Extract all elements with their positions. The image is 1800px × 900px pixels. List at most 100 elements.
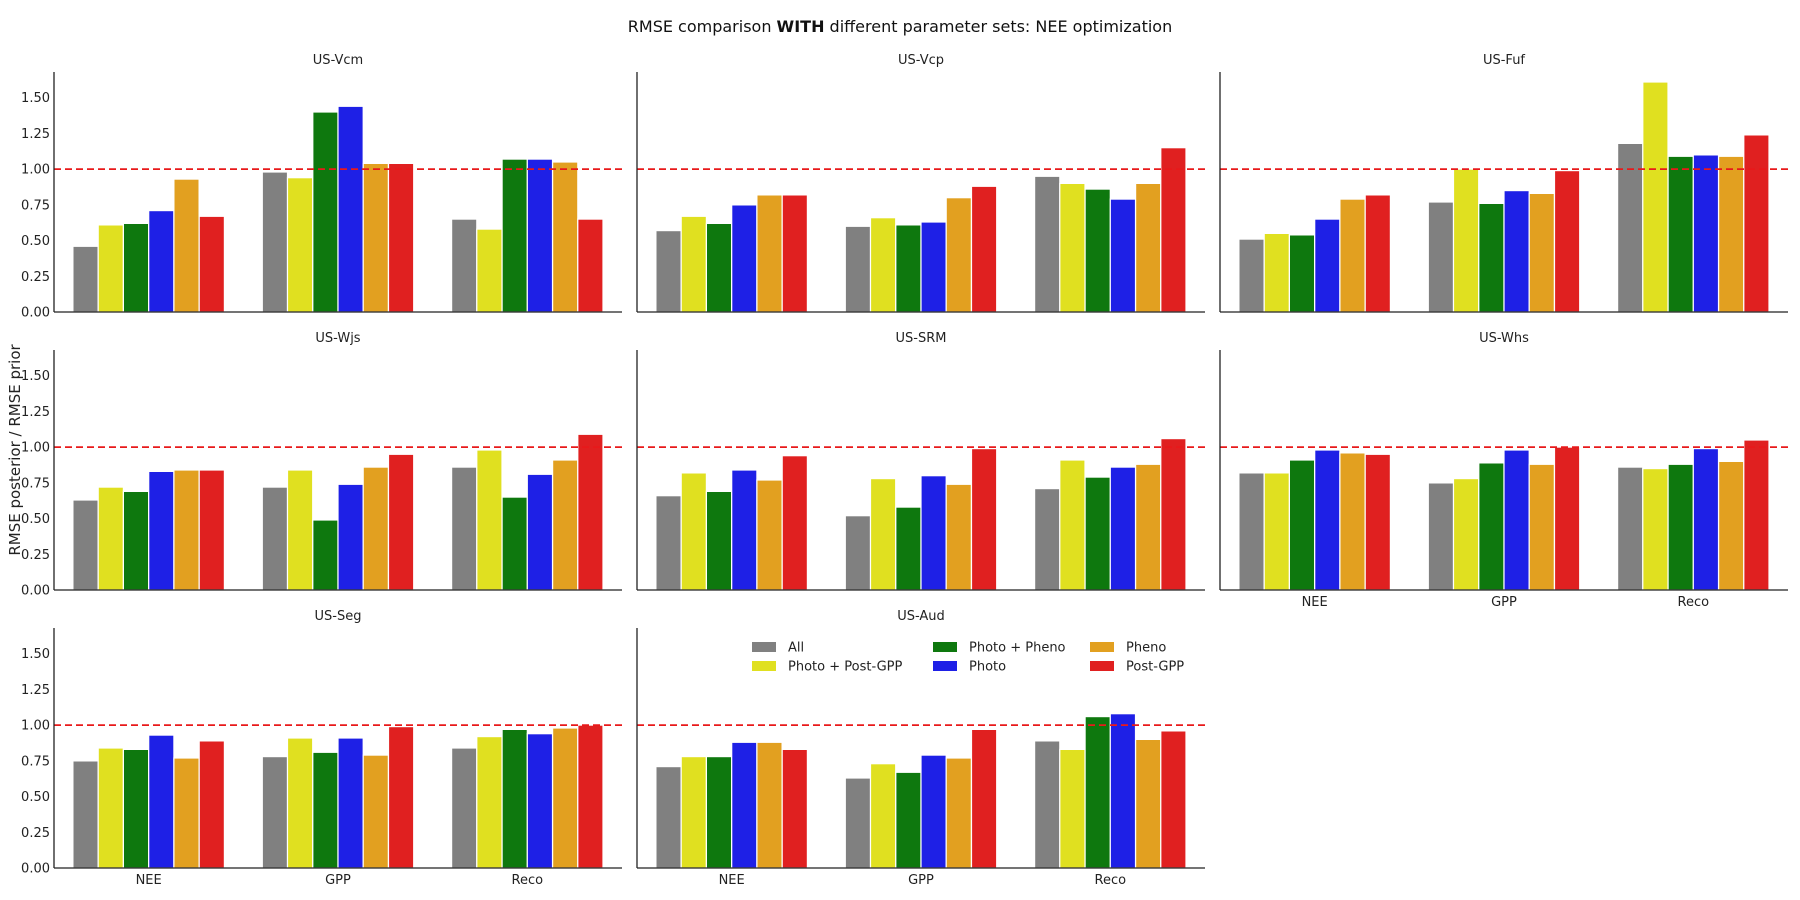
panel-us-wjs: US-Wjs 0.00 0.25 0.50 0.75 1.00 1.25 1.50 [21,331,622,599]
y-tick-label: 1.50 [21,647,50,662]
bar-us-vcp-reco-photo-post-gpp [1059,182,1086,313]
panel-us-vcm: US-Vcm 0.00 0.25 0.50 0.75 1.00 1.25 1.50 [21,53,622,321]
legend-label: All [788,641,804,656]
bar-us-srm-gpp-all [844,515,872,591]
x-tick-label: GPP [908,873,934,888]
x-tick-label: NEE [1302,595,1328,610]
legend-label: Photo [969,660,1006,675]
bar-us-wjs-nee-photo-pheno [122,490,150,591]
bar-us-vcm-reco-post-gpp [577,218,604,313]
figure-title: RMSE comparison WITH different parameter… [628,17,1172,36]
bar-us-srm-gpp-photo-pheno [895,506,922,591]
bar-us-whs-gpp-all [1427,482,1455,591]
legend-swatch [933,642,957,652]
bar-us-vcm-nee-photo-pheno [122,222,150,313]
x-tick-label: NEE [719,873,745,888]
y-tick-label: 0.50 [21,512,50,527]
bar-us-whs-gpp-post-gpp [1553,446,1581,591]
y-tick-label: 0.25 [21,826,50,841]
bar-us-seg-reco-all [451,747,478,869]
y-tick-label: 1.00 [21,441,50,456]
bar-us-aud-gpp-pheno [945,757,973,869]
legend-item-photo-post-gpp: Photo + Post-GPP [752,660,903,675]
bar-us-vcp-nee-all [655,230,682,313]
y-tick-label: 0.00 [21,584,50,599]
bar-us-seg-reco-pheno [551,727,579,869]
legend-label: Photo + Post-GPP [788,660,903,675]
y-tick-label: 0.00 [21,306,50,321]
bar-us-wjs-gpp-pheno [362,466,390,591]
bar-us-fuf-nee-pheno [1339,198,1366,313]
bar-us-wjs-reco-post-gpp [577,433,604,591]
bar-us-srm-gpp-post-gpp [970,448,998,591]
bar-us-vcp-nee-photo [731,204,758,313]
bar-us-whs-reco-photo-pheno [1667,463,1694,591]
bar-us-whs-gpp-pheno [1528,463,1555,591]
bar-us-seg-nee-all [72,760,99,869]
y-tick-label: 1.25 [21,683,50,698]
bar-us-aud-reco-photo [1109,713,1137,869]
bar-us-whs-nee-post-gpp [1364,453,1391,591]
y-tick-label: 0.50 [21,790,50,805]
bar-us-fuf-gpp-photo-post-gpp [1452,168,1480,313]
panels-group: US-Vcm 0.00 0.25 0.50 0.75 1.00 1.25 1.50 US-Vcp… [21,53,1788,888]
legend-swatch [1090,661,1114,671]
bar-us-vcm-reco-pheno [551,161,579,313]
bar-us-wjs-gpp-all [261,486,289,591]
panel-us-srm: US-SRM [636,331,1205,591]
y-tick-label: 1.25 [21,405,50,420]
panel-title: US-Fuf [1483,53,1525,68]
bar-us-aud-nee-photo [731,741,758,869]
bar-us-aud-nee-pheno [756,741,783,869]
bar-us-srm-nee-post-gpp [781,455,809,591]
y-tick-label: 1.00 [21,719,50,734]
panel-us-aud: US-Aud NEE GPP Reco [636,609,1205,888]
bar-us-aud-nee-photo-pheno [705,755,733,869]
bar-us-srm-reco-post-gpp [1160,438,1187,591]
bar-us-vcm-nee-photo [148,210,175,313]
y-tick-label: 0.00 [21,862,50,877]
bar-us-srm-nee-pheno [756,479,783,591]
bar-us-srm-nee-photo-post-gpp [680,472,708,591]
bar-us-seg-gpp-post-gpp [387,725,415,869]
bar-us-seg-gpp-photo-post-gpp [286,737,314,869]
panel-title: US-Vcp [898,53,944,68]
bar-us-fuf-reco-photo-pheno [1667,155,1694,313]
bar-us-fuf-reco-pheno [1717,155,1745,313]
y-tick-label: 1.00 [21,163,50,178]
bar-us-wjs-reco-photo-pheno [501,496,528,591]
bar-us-vcp-gpp-photo [920,221,947,313]
bar-us-vcp-gpp-pheno [945,197,973,313]
bar-us-aud-gpp-all [844,777,872,869]
legend: All Photo + Post-GPP Photo + Pheno Photo Phe… [752,641,1184,675]
bar-us-vcp-gpp-post-gpp [970,185,998,313]
y-tick-label: 1.50 [21,91,50,106]
panel-title: US-SRM [896,331,947,346]
legend-swatch [752,661,776,671]
bar-us-wjs-reco-all [451,466,478,591]
bar-us-aud-gpp-photo [920,754,947,869]
bar-us-vcp-reco-pheno [1134,182,1162,313]
bar-us-vcm-nee-photo-post-gpp [97,224,124,313]
legend-item-pheno: Pheno [1090,641,1166,656]
legend-item-post-gpp: Post-GPP [1090,660,1184,675]
bar-us-whs-nee-photo [1314,449,1341,591]
bar-us-whs-reco-all [1616,466,1644,591]
bar-us-vcm-gpp-photo [337,105,364,313]
bar-us-fuf-reco-photo [1692,154,1720,313]
bar-us-aud-nee-all [655,765,682,869]
bar-us-srm-reco-photo-pheno [1084,476,1111,591]
bar-us-vcp-nee-photo-pheno [705,222,733,313]
legend-swatch [1090,642,1114,652]
legend-item-all: All [752,641,804,656]
bar-us-vcp-nee-post-gpp [781,194,809,313]
bar-us-aud-reco-post-gpp [1160,730,1187,869]
bar-us-srm-reco-all [1033,488,1061,591]
bar-us-wjs-reco-photo-post-gpp [476,449,503,591]
bar-us-seg-reco-photo-post-gpp [476,735,503,869]
bar-us-aud-reco-all [1033,740,1061,869]
bar-us-wjs-gpp-photo-pheno [312,519,339,591]
bar-us-aud-reco-photo-post-gpp [1059,748,1086,869]
bar-us-aud-gpp-photo-pheno [895,771,922,869]
